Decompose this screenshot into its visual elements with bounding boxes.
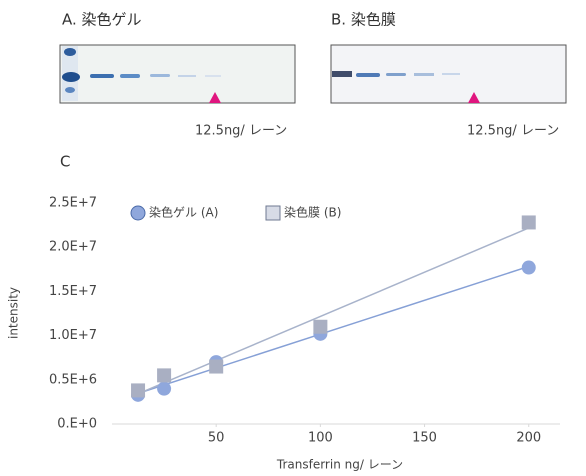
x-tick-label: 50 [208,431,225,446]
point [209,359,224,374]
point [521,260,536,275]
point [131,383,146,398]
gel-image [59,44,296,104]
panel-title: A. 染色ゲル [62,11,142,29]
x-tick-label: 100 [308,431,333,446]
point [157,381,172,396]
legend-label: 染色膜 (B) [284,205,341,220]
x-axis-title: Transferrin ng/ レーン [276,458,403,472]
panel-label: C [60,153,70,171]
membrane-image [330,44,567,104]
annotation: 12.5ng/ レーン [467,124,559,139]
y-tick-label: 2.0E+7 [49,240,97,255]
annotation: 12.5ng/ レーン [195,124,287,139]
point [521,215,536,230]
y-tick-label: 1.0E+7 [49,328,97,343]
x-tick-label: 150 [412,431,437,446]
y-tick-label: 0.5E+6 [49,372,97,387]
y-tick-label: 1.5E+7 [49,284,97,299]
legend-marker [265,205,281,221]
trendline [137,265,529,395]
lane-marker [468,92,480,103]
legend-marker [130,205,146,221]
legend-label: 染色ゲル (A) [149,205,218,220]
trendline [137,227,530,395]
y-tick-label: 2.5E+7 [49,196,97,211]
y-tick-label: 0.E+0 [57,417,97,432]
lane-marker [209,92,221,103]
point [157,368,172,383]
x-tick-label: 200 [516,431,541,446]
y-axis-title: intensity [7,287,21,339]
panel-title: B. 染色膜 [331,11,396,29]
point [313,319,328,334]
